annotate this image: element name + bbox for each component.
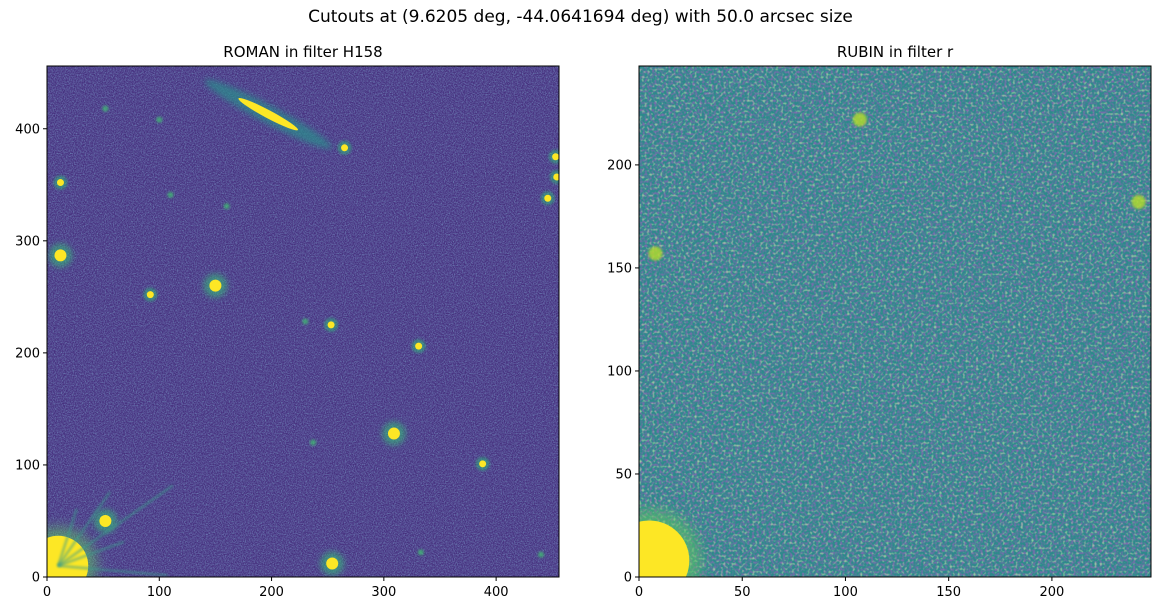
y-tick-label: 100 [607, 364, 632, 379]
source-point [548, 149, 559, 164]
source-galaxy [48, 243, 73, 268]
rubin-image-panel: 0 50 100 150 200 0 50 100 150 200 [607, 65, 1152, 600]
source-galaxy [203, 273, 228, 298]
y-tick-label: 200 [15, 346, 40, 361]
x-tick-label: 100 [833, 585, 858, 600]
source-point [475, 456, 490, 471]
x-tick-label: 200 [1039, 585, 1064, 600]
source-galaxy [93, 508, 118, 533]
rubin-panel-title: RUBIN in filter r [836, 43, 954, 61]
source-point [540, 191, 555, 206]
x-tick-label: 0 [635, 585, 643, 600]
source-faint [648, 246, 663, 261]
rubin-noise-bright [639, 66, 1151, 577]
figure-suptitle: Cutouts at (9.6205 deg, -44.0641694 deg)… [308, 7, 853, 27]
y-tick-label: 150 [607, 261, 632, 276]
roman-panel-title: ROMAN in filter H158 [223, 43, 383, 61]
source-faint [102, 105, 109, 112]
roman-image-panel: 0 100 200 300 400 0 100 200 300 400 [15, 65, 560, 600]
roman-axes-frame [46, 65, 560, 578]
source-bright-star [47, 484, 174, 577]
source-edge-on-galaxy [204, 79, 332, 149]
source-bright-star [639, 508, 702, 577]
y-tick-label: 300 [15, 234, 40, 249]
source-point [143, 287, 158, 302]
source-point [549, 169, 559, 184]
source-faint [1131, 194, 1146, 209]
roman-sources [47, 79, 559, 577]
x-tick-label: 200 [259, 585, 284, 600]
source-point [337, 140, 352, 155]
source-faint [417, 549, 424, 556]
source-point [53, 175, 68, 190]
roman-axis-ticks: 0 100 200 300 400 0 100 200 300 400 [15, 122, 508, 600]
source-galaxy [320, 551, 345, 576]
rubin-axis-ticks: 0 50 100 150 200 0 50 100 150 200 [607, 158, 1064, 600]
source-faint [852, 112, 867, 127]
rubin-axes-frame [638, 65, 1152, 578]
x-tick-label: 100 [147, 585, 172, 600]
x-tick-label: 0 [43, 585, 51, 600]
x-tick-label: 300 [371, 585, 396, 600]
source-faint [538, 551, 545, 558]
rubin-sources [639, 112, 1146, 577]
source-faint [167, 191, 174, 198]
x-tick-label: 50 [734, 585, 751, 600]
y-tick-label: 0 [32, 571, 40, 586]
source-faint [310, 439, 317, 446]
source-faint [223, 203, 230, 210]
y-tick-label: 0 [624, 571, 632, 586]
y-tick-label: 100 [15, 458, 40, 473]
source-point [324, 317, 339, 332]
y-tick-label: 400 [15, 122, 40, 137]
source-faint [302, 318, 309, 325]
y-tick-label: 50 [615, 467, 632, 482]
source-point [411, 339, 426, 354]
y-tick-label: 200 [607, 158, 632, 173]
source-galaxy [381, 421, 406, 446]
source-faint [156, 116, 163, 123]
x-tick-label: 150 [936, 585, 961, 600]
x-tick-label: 400 [484, 585, 509, 600]
